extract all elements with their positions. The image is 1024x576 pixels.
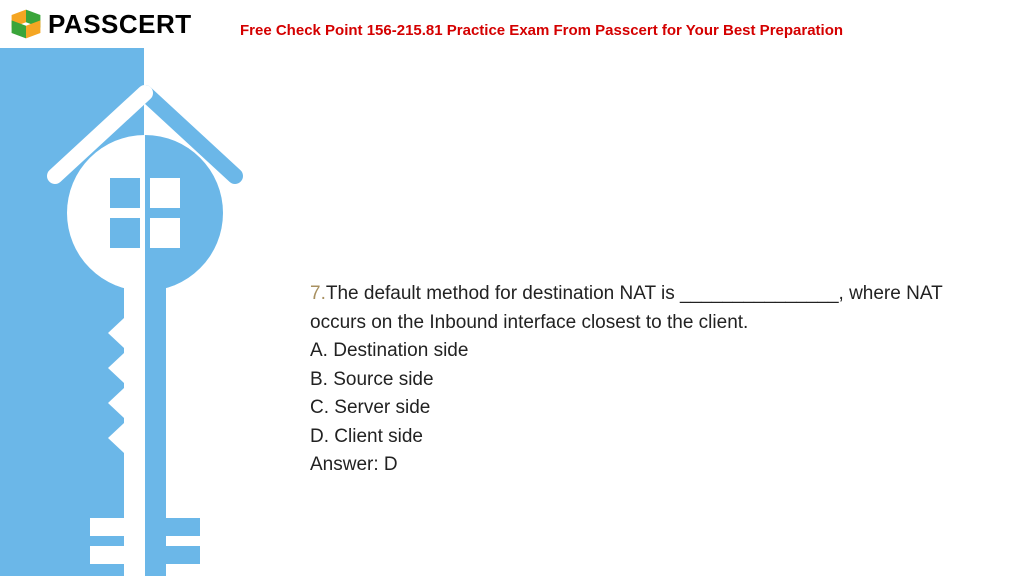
logo-text: PASSCERT	[48, 9, 192, 40]
question-block: 7.The default method for destination NAT…	[310, 280, 1000, 480]
logo: PASSCERT	[8, 6, 192, 42]
question-body: The default method for destination NAT i…	[310, 283, 942, 333]
option-b: B. Source side	[310, 366, 1000, 395]
option-a: A. Destination side	[310, 337, 1000, 366]
house-key-graphic	[0, 48, 300, 576]
question-text: 7.The default method for destination NAT…	[310, 280, 1000, 337]
option-c: C. Server side	[310, 394, 1000, 423]
option-d: D. Client side	[310, 423, 1000, 452]
banner-text: Free Check Point 156-215.81 Practice Exa…	[240, 22, 843, 39]
passcert-logo-icon	[8, 6, 44, 42]
question-number: 7.	[310, 283, 326, 304]
answer: Answer: D	[310, 451, 1000, 480]
